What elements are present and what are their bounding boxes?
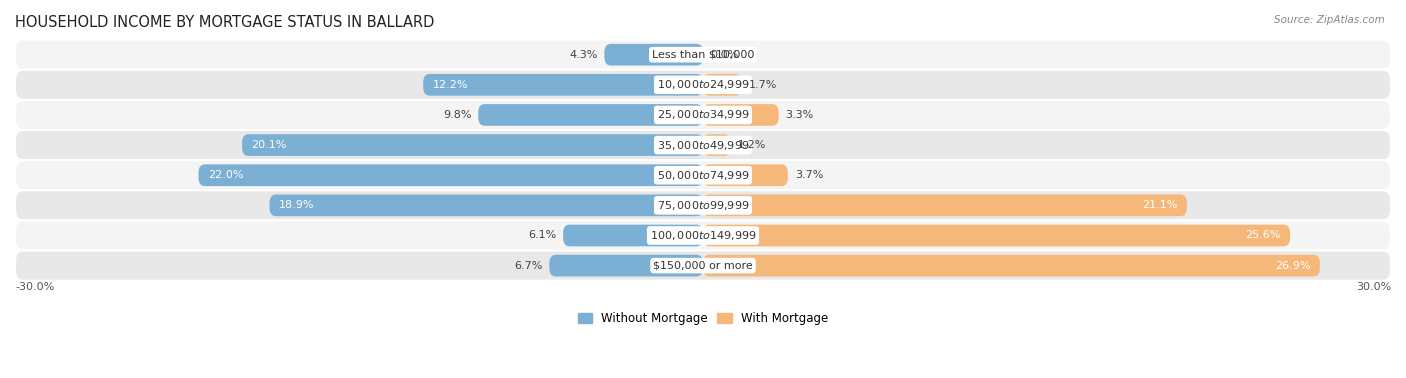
FancyBboxPatch shape: [703, 225, 1291, 246]
Text: 25.6%: 25.6%: [1246, 231, 1281, 240]
FancyBboxPatch shape: [198, 164, 703, 186]
Text: 21.1%: 21.1%: [1142, 200, 1178, 210]
FancyBboxPatch shape: [703, 255, 1320, 276]
FancyBboxPatch shape: [478, 104, 703, 126]
Text: 26.9%: 26.9%: [1275, 260, 1310, 271]
FancyBboxPatch shape: [15, 190, 1391, 220]
Text: $25,000 to $34,999: $25,000 to $34,999: [657, 108, 749, 121]
Text: 6.7%: 6.7%: [515, 260, 543, 271]
Text: 1.2%: 1.2%: [737, 140, 766, 150]
Text: 9.8%: 9.8%: [443, 110, 471, 120]
FancyBboxPatch shape: [15, 220, 1391, 251]
FancyBboxPatch shape: [703, 134, 731, 156]
Text: 18.9%: 18.9%: [278, 200, 314, 210]
Text: -30.0%: -30.0%: [15, 282, 55, 292]
Text: 6.1%: 6.1%: [529, 231, 557, 240]
Text: 20.1%: 20.1%: [252, 140, 287, 150]
FancyBboxPatch shape: [15, 100, 1391, 130]
FancyBboxPatch shape: [564, 225, 703, 246]
Text: Source: ZipAtlas.com: Source: ZipAtlas.com: [1274, 15, 1385, 25]
Text: $75,000 to $99,999: $75,000 to $99,999: [657, 199, 749, 212]
FancyBboxPatch shape: [15, 40, 1391, 70]
FancyBboxPatch shape: [242, 134, 703, 156]
Legend: Without Mortgage, With Mortgage: Without Mortgage, With Mortgage: [574, 308, 832, 330]
Text: Less than $10,000: Less than $10,000: [652, 50, 754, 60]
FancyBboxPatch shape: [15, 251, 1391, 281]
FancyBboxPatch shape: [703, 74, 742, 96]
FancyBboxPatch shape: [15, 130, 1391, 160]
FancyBboxPatch shape: [15, 160, 1391, 190]
Text: $50,000 to $74,999: $50,000 to $74,999: [657, 169, 749, 182]
FancyBboxPatch shape: [703, 164, 787, 186]
FancyBboxPatch shape: [605, 44, 703, 65]
Text: HOUSEHOLD INCOME BY MORTGAGE STATUS IN BALLARD: HOUSEHOLD INCOME BY MORTGAGE STATUS IN B…: [15, 15, 434, 30]
Text: $35,000 to $49,999: $35,000 to $49,999: [657, 139, 749, 152]
FancyBboxPatch shape: [423, 74, 703, 96]
Text: 4.3%: 4.3%: [569, 50, 598, 60]
Text: 3.3%: 3.3%: [786, 110, 814, 120]
Text: $150,000 or more: $150,000 or more: [654, 260, 752, 271]
Text: 0.0%: 0.0%: [710, 50, 738, 60]
Text: 1.7%: 1.7%: [749, 80, 778, 90]
FancyBboxPatch shape: [270, 195, 703, 216]
FancyBboxPatch shape: [15, 70, 1391, 100]
FancyBboxPatch shape: [550, 255, 703, 276]
Text: $100,000 to $149,999: $100,000 to $149,999: [650, 229, 756, 242]
Text: 12.2%: 12.2%: [433, 80, 468, 90]
Text: $10,000 to $24,999: $10,000 to $24,999: [657, 78, 749, 91]
FancyBboxPatch shape: [703, 195, 1187, 216]
Text: 30.0%: 30.0%: [1355, 282, 1391, 292]
Text: 3.7%: 3.7%: [794, 170, 823, 180]
FancyBboxPatch shape: [703, 104, 779, 126]
Text: 22.0%: 22.0%: [208, 170, 243, 180]
